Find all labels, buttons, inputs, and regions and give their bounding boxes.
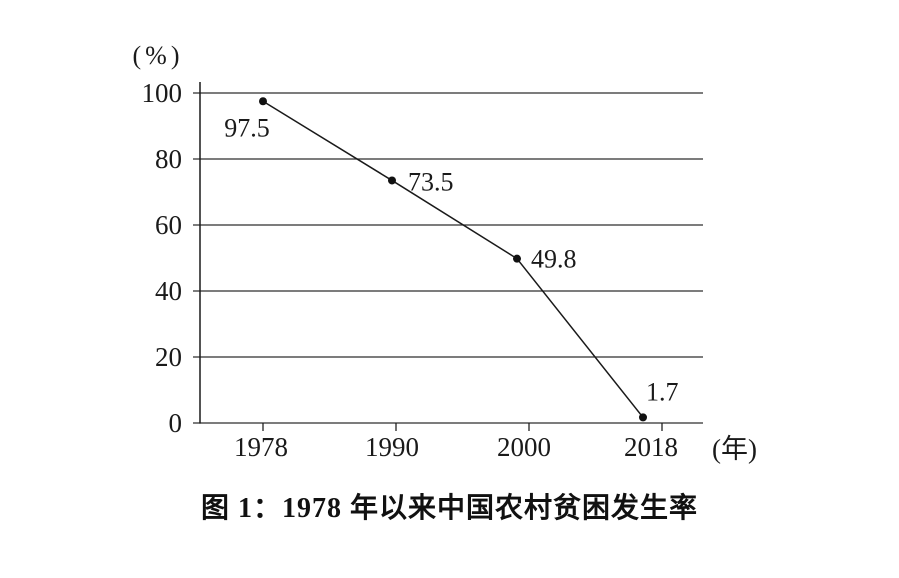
y-tick-label: 0 <box>169 408 183 438</box>
data-point <box>259 97 267 106</box>
x-tick-label: 2018 <box>624 432 678 462</box>
data-point-label: 49.8 <box>531 245 577 274</box>
data-point <box>639 413 647 422</box>
y-tick-label: 100 <box>142 78 183 108</box>
y-tick-label: 60 <box>155 210 182 240</box>
y-tick-label: 80 <box>155 144 182 174</box>
data-point <box>513 254 521 263</box>
data-point-label: 1.7 <box>646 377 679 406</box>
y-tick-label: 20 <box>155 342 182 372</box>
y-axis-unit-label: (%) <box>133 41 184 70</box>
figure-caption: 图 1：1978 年以来中国农村贫困发生率 <box>200 493 698 524</box>
data-point-label: 73.5 <box>408 167 454 196</box>
x-axis-unit-label: (年) <box>712 434 757 464</box>
data-line <box>262 100 644 418</box>
x-tick-label: 1978 <box>234 432 288 462</box>
y-tick-label: 40 <box>155 276 182 306</box>
data-point-label: 97.5 <box>224 113 270 142</box>
x-tick-label: 2000 <box>497 432 551 462</box>
data-point <box>388 176 396 185</box>
x-tick-label: 1990 <box>365 432 419 462</box>
